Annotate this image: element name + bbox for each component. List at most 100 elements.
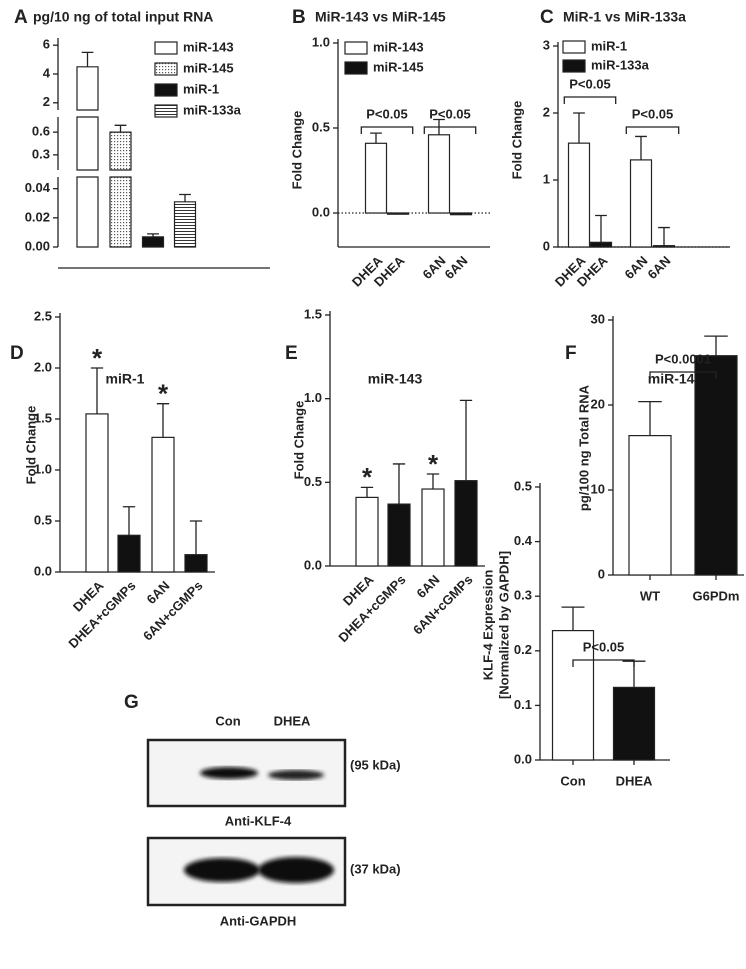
error-bar [370,132,382,144]
y-tick-label: 0 [543,238,550,253]
y-tick-label: 1.0 [34,461,52,476]
error-bar [90,367,104,414]
bar [589,241,613,248]
y-tick-label: 0 [598,566,605,581]
y-axis-label: pg/100 ng Total RNA [576,384,591,511]
blot-label: Anti-KLF-4 [225,813,292,828]
y-tick-label: 0.5 [514,478,532,493]
y-tick-label: 2.0 [34,359,52,374]
x-tick-label: 6AN [442,253,471,282]
error-bar [426,473,440,490]
bar [117,534,141,573]
y-tick-label: 10 [591,481,605,496]
lane-label: DHEA [274,713,311,728]
y-tick-label: 0.3 [514,588,532,603]
bar [109,131,132,248]
x-tick-label: G6PDm [693,588,740,603]
lane-label: Con [215,713,240,728]
y-tick-label: 2.5 [34,308,52,323]
bar [85,413,109,573]
blot-band [258,857,334,883]
significance-label: P<0.0001 [655,351,711,366]
legend-swatch [154,104,178,118]
legend-swatch [562,40,586,54]
legend-swatch [154,83,178,97]
bar [76,66,99,248]
error-bar [459,399,473,481]
y-tick-label: 30 [591,311,605,326]
error-bar [573,112,585,144]
significance-bracket [572,659,635,667]
legend-swatch [344,61,368,75]
bar [629,159,653,248]
x-tick-label: Con [560,773,585,788]
legend-swatch [154,41,178,55]
legend-label: miR-133a [183,102,242,117]
significance-bracket [649,371,717,379]
legend-label: miR-133a [591,57,650,72]
chart-title: pg/10 ng of total input RNA [33,9,213,25]
y-tick-label: 2 [543,104,550,119]
x-tick-label: WT [640,588,660,603]
bar [173,201,197,248]
y-axis-label: Fold Change [23,406,38,485]
chart-title: MiR-1 vs MiR-133a [563,9,686,25]
y-tick-label: 0.0 [304,557,322,572]
error-bar [360,486,374,498]
bar [612,686,656,761]
bar [454,480,478,567]
chart-title: MiR-143 vs MiR-145 [315,9,446,25]
x-tick-label: 6AN+cGMPs [140,578,206,644]
error-bar [595,214,607,243]
y-tick-label: 0.3 [32,146,50,161]
legend-label: miR-1 [183,81,219,96]
x-tick-label: DHEA [616,773,653,788]
significance-star: * [362,462,373,492]
bar [567,142,591,248]
significance-bracket [563,96,617,104]
y-tick-label: 4 [43,65,51,80]
x-tick-label: 6AN+cGMPs [410,572,476,638]
panel-label: F [565,343,577,364]
error-bar [704,335,728,356]
blot-band [184,858,260,882]
significance-star: * [92,343,103,373]
y-tick-label: 3 [543,37,550,52]
x-tick-label: 6AN [414,572,443,601]
x-tick-label: 6AN [144,578,173,607]
error-bar [638,400,662,436]
bar [387,503,411,567]
y-tick-label: 0.0 [34,563,52,578]
significance-label: P<0.05 [366,106,408,121]
bar [449,212,473,216]
chart-title: miR-143 [368,371,423,387]
bar [427,134,451,214]
error-bar [156,403,170,438]
bar [141,236,165,248]
y-axis-label: Fold Change [289,111,304,190]
y-tick-label: 1.5 [304,306,322,321]
error-bar [114,124,127,133]
error-bar [179,193,191,202]
y-axis-label: Fold Change [291,401,306,480]
legend-label: miR-145 [373,59,424,74]
chart-title: miR-1 [106,371,145,387]
y-tick-label: 0.5 [312,119,330,134]
bar [386,212,410,215]
blot-band [200,767,258,779]
y-tick-label: 6 [43,37,50,52]
x-tick-label: 6AN [622,253,651,282]
y-tick-label: 0.02 [25,209,50,224]
bar [551,629,595,761]
legend-label: miR-145 [183,60,234,75]
bar [355,496,379,567]
bar [694,355,738,576]
error-bar [392,463,406,505]
legend-swatch [154,62,178,76]
error-bar [147,233,159,237]
y-tick-label: 0.6 [32,124,50,139]
y-tick-label: 0.2 [514,642,532,657]
y-tick-label: 1.0 [312,34,330,49]
bar [364,142,388,214]
